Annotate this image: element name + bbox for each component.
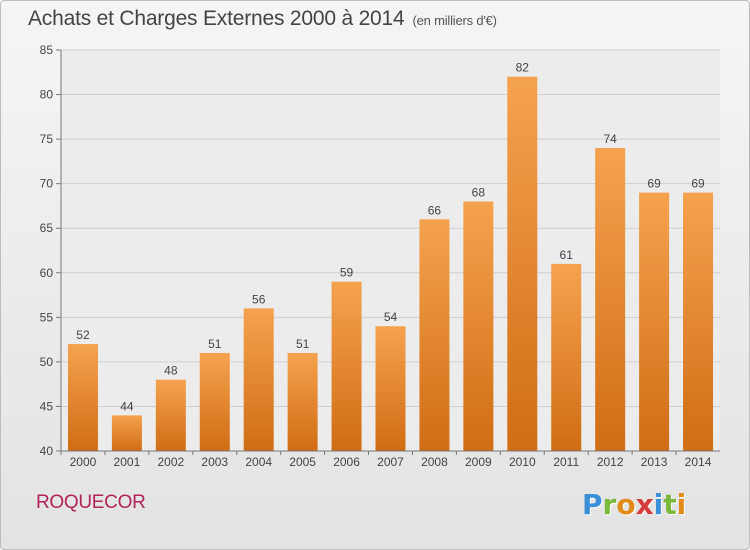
bars xyxy=(67,76,714,452)
bar xyxy=(639,192,670,452)
data-label: 54 xyxy=(384,310,398,324)
data-label: 51 xyxy=(296,337,310,351)
logo-letter: i xyxy=(676,488,687,521)
data-label: 59 xyxy=(340,266,354,280)
data-label: 48 xyxy=(164,364,178,378)
bar xyxy=(551,263,582,451)
y-tick-label: 70 xyxy=(40,177,54,191)
x-tick-label: 2002 xyxy=(157,455,184,469)
data-label: 68 xyxy=(472,185,486,199)
bar xyxy=(287,352,318,451)
x-tick-label: 2010 xyxy=(509,455,536,469)
x-tick-label: 2007 xyxy=(377,455,404,469)
y-tick-label: 60 xyxy=(40,266,54,280)
x-tick-label: 2012 xyxy=(597,455,624,469)
x-tick-label: 2011 xyxy=(553,455,579,469)
bar xyxy=(463,201,494,451)
y-tick-label: 40 xyxy=(40,444,54,458)
y-tick-label: 50 xyxy=(40,355,54,369)
data-label: 69 xyxy=(647,177,661,191)
bar xyxy=(243,308,274,451)
bar xyxy=(507,76,538,451)
bar xyxy=(199,352,230,451)
logo-letter: r xyxy=(602,488,617,521)
bar xyxy=(155,379,186,451)
data-label: 56 xyxy=(252,292,266,306)
y-tick-label: 80 xyxy=(40,88,54,102)
title-text: Achats et Charges Externes 2000 à 2014 xyxy=(28,7,405,30)
x-tick-label: 2005 xyxy=(289,455,316,469)
x-tick-label: 2009 xyxy=(465,455,492,469)
x-tick-label: 2013 xyxy=(641,455,668,469)
logo-letter: i xyxy=(653,488,664,521)
y-tick-label: 55 xyxy=(40,310,54,324)
data-label: 61 xyxy=(560,248,574,262)
y-tick-label: 85 xyxy=(40,43,54,57)
data-label: 74 xyxy=(603,132,617,146)
bar xyxy=(331,281,362,451)
bar xyxy=(419,219,450,451)
x-tick-labels: 2000 2001 2002 2003 2004 2005 2006 2007 2008 2009… xyxy=(70,455,712,469)
data-label: 82 xyxy=(516,61,530,75)
x-tick-label: 2000 xyxy=(70,455,97,469)
x-tick-label: 2001 xyxy=(114,455,141,469)
bar xyxy=(67,344,98,451)
bar xyxy=(375,326,406,451)
y-tick-label: 45 xyxy=(40,399,54,413)
x-tick-label: 2004 xyxy=(245,455,272,469)
logo-letter: P xyxy=(582,488,603,521)
x-tick-label: 2014 xyxy=(685,455,712,469)
logo-letter: x xyxy=(635,488,654,521)
y-tick-label: 65 xyxy=(40,221,54,235)
data-label: 66 xyxy=(428,203,442,217)
axes xyxy=(60,50,720,455)
y-tick-labels: 40 45 50 55 60 65 70 75 80 85 xyxy=(40,43,54,458)
x-tick-label: 2003 xyxy=(201,455,228,469)
bar xyxy=(111,415,142,451)
bar xyxy=(683,192,714,452)
data-label: 44 xyxy=(120,399,134,413)
data-label: 51 xyxy=(208,337,222,351)
data-label: 52 xyxy=(76,328,90,342)
x-tick-label: 2008 xyxy=(421,455,448,469)
data-labels: 52 44 48 51 56 51 59 54 66 68 82 61 74 69 69 xyxy=(76,61,705,414)
chart-subtitle: (en milliers d'€) xyxy=(412,13,497,28)
data-label: 69 xyxy=(691,177,705,191)
commune-name: ROQUECOR xyxy=(36,492,146,513)
x-tick-label: 2006 xyxy=(333,455,360,469)
logo-letter: t xyxy=(663,488,677,521)
y-tick-label: 75 xyxy=(40,132,54,146)
bar xyxy=(595,148,626,451)
logo-letter: o xyxy=(616,488,636,521)
proxiti-logo[interactable]: Proxiti xyxy=(582,488,686,521)
chart-title: Achats et Charges Externes 2000 à 2014 (e… xyxy=(28,7,497,31)
